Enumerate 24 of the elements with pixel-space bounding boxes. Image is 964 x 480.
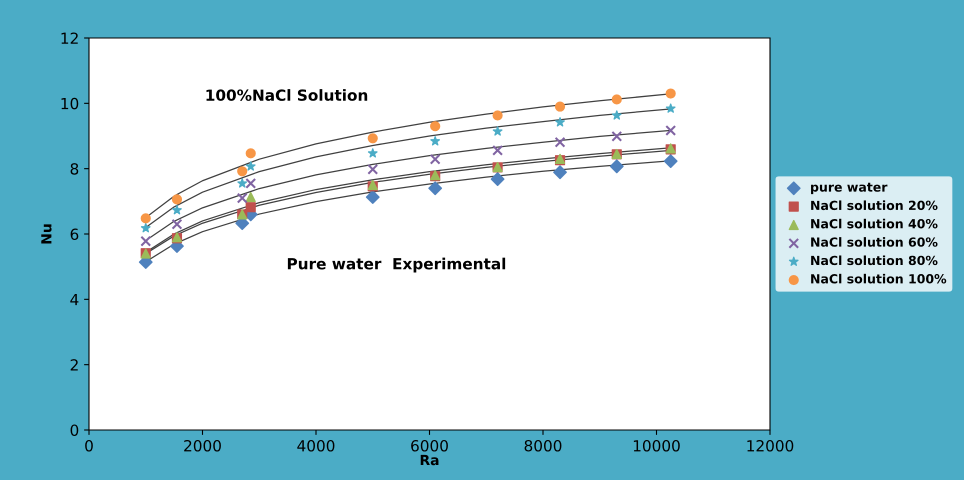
y-tick-label: 4 xyxy=(70,294,78,306)
y-tick-label: 8 xyxy=(70,163,78,175)
annotation: 100%NaCl Solution xyxy=(206,89,368,101)
y-axis-title: Nu xyxy=(41,224,52,244)
legend-label: NaCl solution 20% xyxy=(811,200,938,210)
legend-label: pure water xyxy=(811,182,888,194)
x-tick-label: 12000 xyxy=(747,440,794,452)
y-tick-label: 0 xyxy=(70,424,78,436)
y-tick-label: 12 xyxy=(62,32,78,44)
x-tick-label: 10000 xyxy=(634,440,680,452)
legend-label: NaCl solution 60% xyxy=(811,237,938,247)
x-tick-label: 0 xyxy=(85,440,93,452)
x-axis-title: Ra xyxy=(420,454,438,466)
legend-label: NaCl solution 100% xyxy=(811,274,946,284)
x-tick-label: 2000 xyxy=(184,440,221,452)
x-tick-label: 6000 xyxy=(411,440,448,452)
legend-label: NaCl solution 80% xyxy=(811,255,938,266)
annotation: Pure water Experimental xyxy=(288,258,506,272)
y-tick-label: 10 xyxy=(62,98,78,110)
x-tick-label: 4000 xyxy=(297,440,334,452)
y-tick-label: 6 xyxy=(70,228,78,240)
x-tick-label: 8000 xyxy=(524,440,562,452)
y-tick-label: 2 xyxy=(70,359,78,370)
legend-label: NaCl solution 40% xyxy=(811,218,938,228)
